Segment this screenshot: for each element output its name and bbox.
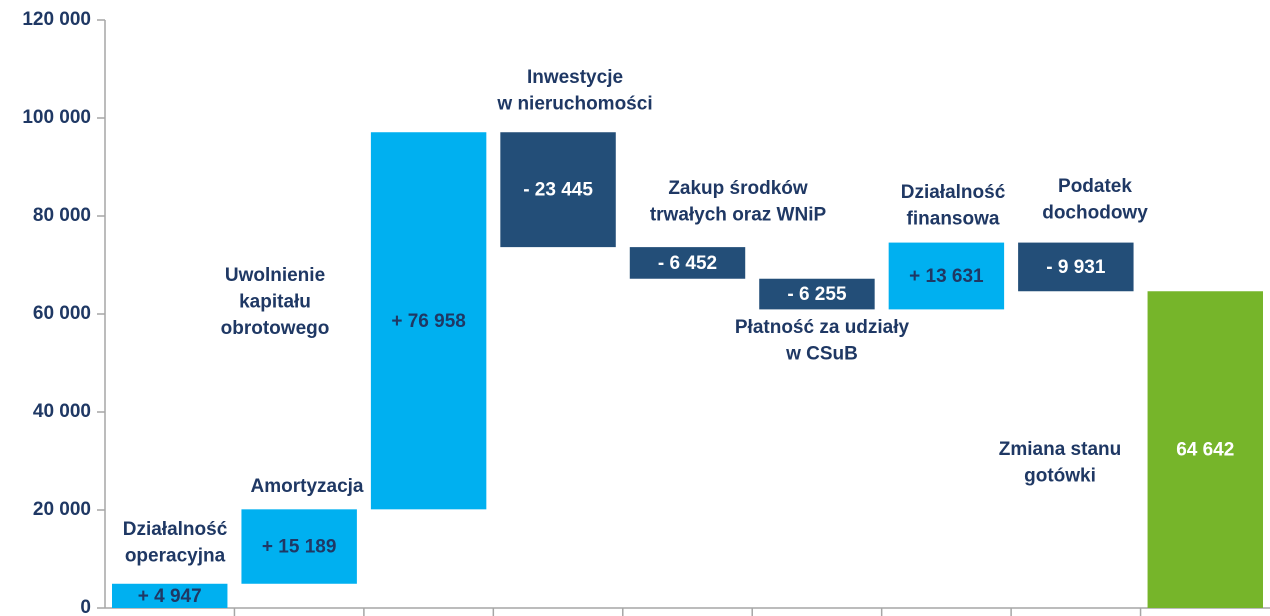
category-label: trwałych oraz WNiP	[650, 205, 827, 226]
bar	[888, 242, 1005, 310]
category-label: Podatek	[1058, 176, 1132, 197]
value-label: + 13 631	[909, 266, 984, 287]
y-tick-label: 0	[80, 597, 91, 616]
bar	[370, 132, 487, 510]
value-label: 64 642	[1176, 440, 1234, 461]
category-label: Działalność	[123, 519, 228, 540]
category-label: obrotowego	[221, 318, 330, 339]
category-label: w CSuB	[785, 344, 858, 365]
bar	[241, 509, 357, 584]
category-label: Inwestycje	[527, 67, 623, 88]
category-label: Działalność	[901, 182, 1006, 203]
value-label: - 9 931	[1046, 257, 1106, 278]
category-label: kapitału	[239, 292, 311, 313]
category-label: Zmiana stanu	[999, 439, 1121, 460]
y-tick-label: 100 000	[22, 107, 91, 128]
value-label: - 23 445	[523, 180, 593, 201]
bar	[629, 247, 746, 279]
bar	[759, 278, 875, 310]
category-label: operacyjna	[125, 546, 226, 567]
y-tick-label: 20 000	[33, 499, 91, 520]
category-label: dochodowy	[1042, 203, 1148, 224]
bar	[500, 132, 616, 248]
value-label: - 6 452	[658, 253, 717, 274]
y-tick-label: 120 000	[22, 9, 91, 30]
category-label: finansowa	[907, 209, 1000, 230]
category-label: w nieruchomości	[496, 94, 652, 115]
bar	[1018, 242, 1134, 292]
y-tick-label: 60 000	[33, 303, 91, 324]
category-label: Uwolnienie	[225, 265, 325, 286]
value-label: + 4 947	[138, 586, 202, 607]
value-label: - 6 255	[787, 284, 847, 305]
y-tick-label: 80 000	[33, 205, 91, 226]
category-label: gotówki	[1024, 466, 1096, 487]
category-label: Amortyzacja	[251, 476, 364, 497]
value-label: + 76 958	[391, 311, 466, 332]
y-tick-label: 40 000	[33, 401, 91, 422]
bar	[112, 583, 228, 608]
category-label: Płatność za udziały	[735, 317, 910, 338]
bar	[1147, 291, 1263, 608]
value-label: + 15 189	[262, 537, 337, 558]
category-label: Zakup środków	[668, 178, 808, 199]
